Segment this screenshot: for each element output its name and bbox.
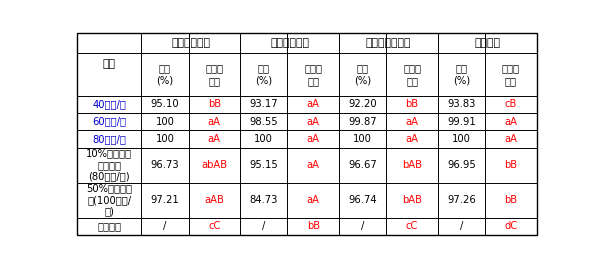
Text: aA: aA	[504, 134, 518, 144]
Text: /: /	[361, 221, 364, 231]
Text: cC: cC	[406, 221, 418, 231]
Text: aA: aA	[307, 160, 320, 170]
Text: 100: 100	[255, 134, 273, 144]
Text: bB: bB	[504, 195, 518, 205]
Text: 97.21: 97.21	[150, 195, 179, 205]
Text: aA: aA	[504, 117, 518, 127]
Text: 92.20: 92.20	[349, 99, 377, 109]
Text: 清水对照: 清水对照	[97, 221, 121, 231]
Text: 96.74: 96.74	[349, 195, 377, 205]
Text: bAB: bAB	[402, 160, 422, 170]
Text: aA: aA	[307, 134, 320, 144]
Text: bAB: bAB	[402, 195, 422, 205]
Text: 100: 100	[353, 134, 372, 144]
Text: 98.55: 98.55	[250, 117, 278, 127]
Text: 马唐密度防效: 马唐密度防效	[270, 38, 309, 48]
Text: 差异显
著性: 差异显 著性	[502, 63, 520, 86]
Text: aA: aA	[307, 195, 320, 205]
Text: cB: cB	[505, 99, 517, 109]
Text: 93.83: 93.83	[447, 99, 476, 109]
Text: 防效
(%): 防效 (%)	[354, 63, 371, 86]
Text: bB: bB	[307, 221, 320, 231]
Text: aA: aA	[406, 117, 419, 127]
Text: 95.10: 95.10	[150, 99, 179, 109]
Text: bB: bB	[406, 99, 419, 109]
Text: 93.17: 93.17	[250, 99, 278, 109]
Text: 100: 100	[156, 134, 174, 144]
Text: /: /	[262, 221, 265, 231]
Text: 防效
(%): 防效 (%)	[453, 63, 470, 86]
Text: bB: bB	[504, 160, 518, 170]
Text: /: /	[460, 221, 463, 231]
Text: 100: 100	[452, 134, 471, 144]
Text: 80毫升/亩: 80毫升/亩	[92, 134, 126, 144]
Text: 99.91: 99.91	[447, 117, 476, 127]
Text: abAB: abAB	[201, 160, 228, 170]
Text: 防效
(%): 防效 (%)	[255, 63, 273, 86]
Text: 10%苯噻唑草
酮悬浮剂
(80毫升/亩): 10%苯噻唑草 酮悬浮剂 (80毫升/亩)	[86, 148, 132, 182]
Text: 稗草密度防效: 稗草密度防效	[171, 38, 210, 48]
Text: 60毫升/亩: 60毫升/亩	[92, 117, 126, 127]
Text: aAB: aAB	[204, 195, 224, 205]
Text: aA: aA	[307, 99, 320, 109]
Text: 反枝苋密度防效: 反枝苋密度防效	[366, 38, 412, 48]
Text: 差异显
著性: 差异显 著性	[304, 63, 322, 86]
Text: 处理: 处理	[103, 59, 116, 69]
Text: 综合防效: 综合防效	[474, 38, 500, 48]
Text: aA: aA	[208, 134, 221, 144]
Text: 差异显
著性: 差异显 著性	[403, 63, 421, 86]
Text: 差异显
著性: 差异显 著性	[205, 63, 223, 86]
Text: 96.67: 96.67	[348, 160, 377, 170]
Text: 防效
(%): 防效 (%)	[156, 63, 174, 86]
Text: cC: cC	[208, 221, 220, 231]
Text: 99.87: 99.87	[349, 117, 377, 127]
Text: dC: dC	[504, 221, 518, 231]
Text: aA: aA	[307, 117, 320, 127]
Text: 95.15: 95.15	[249, 160, 278, 170]
Text: 96.73: 96.73	[150, 160, 179, 170]
Text: 96.95: 96.95	[447, 160, 476, 170]
Text: /: /	[164, 221, 167, 231]
Text: 50%乙草胺乳
油(100毫升/
亩): 50%乙草胺乳 油(100毫升/ 亩)	[86, 183, 132, 217]
Text: 40毫升/亩: 40毫升/亩	[92, 99, 126, 109]
Text: aA: aA	[406, 134, 419, 144]
Text: 100: 100	[156, 117, 174, 127]
Text: bB: bB	[208, 99, 221, 109]
Text: 97.26: 97.26	[447, 195, 476, 205]
Text: aA: aA	[208, 117, 221, 127]
Text: 84.73: 84.73	[250, 195, 278, 205]
